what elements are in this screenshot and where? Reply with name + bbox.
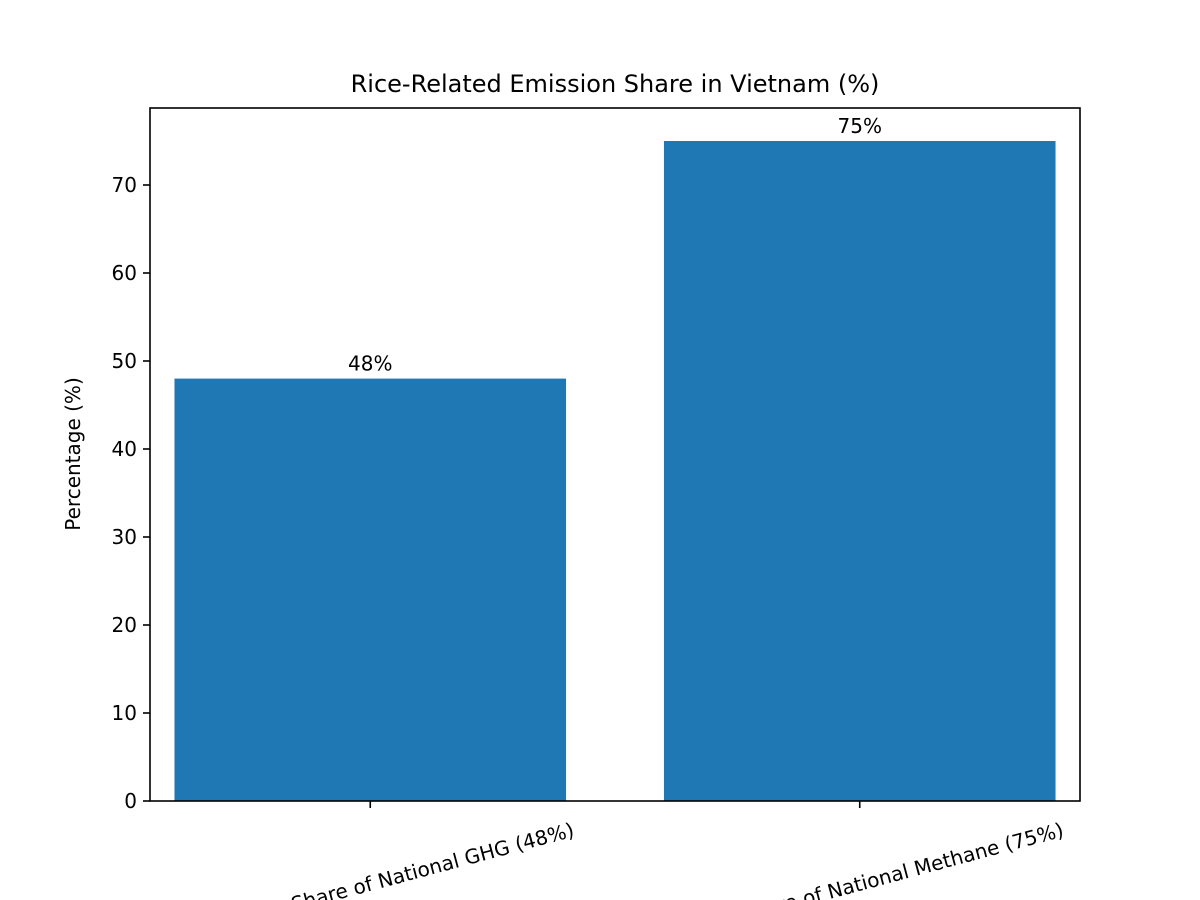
- x-tick-label: Share of National GHG (48%): [288, 818, 576, 900]
- y-tick-label: 20: [112, 613, 137, 637]
- y-tick-label: 40: [112, 437, 137, 461]
- bar: [174, 378, 567, 801]
- y-ticks-group: 0 10 20 30 40 50 60 70: [112, 173, 150, 813]
- y-tick-label: 10: [112, 701, 137, 725]
- y-tick-label: 30: [112, 525, 137, 549]
- bars-group: 48% 75%: [174, 114, 1056, 801]
- y-tick-label: 70: [112, 173, 137, 197]
- y-tick-label: 50: [112, 349, 137, 373]
- y-axis-label: Percentage (%): [61, 377, 85, 530]
- bar-value-label: 48%: [348, 352, 392, 376]
- y-tick-label: 60: [112, 261, 137, 285]
- x-tick-label: Share of National Methane (75%): [738, 818, 1066, 900]
- y-tick-label: 0: [124, 789, 137, 813]
- bar: [663, 141, 1056, 801]
- x-ticks-group: Share of National GHG (48%) Share of Nati…: [288, 801, 1066, 900]
- bar-value-label: 75%: [838, 114, 882, 138]
- chart-title: Rice-Related Emission Share in Vietnam (…: [351, 70, 880, 98]
- plot-frame: [149, 107, 1081, 802]
